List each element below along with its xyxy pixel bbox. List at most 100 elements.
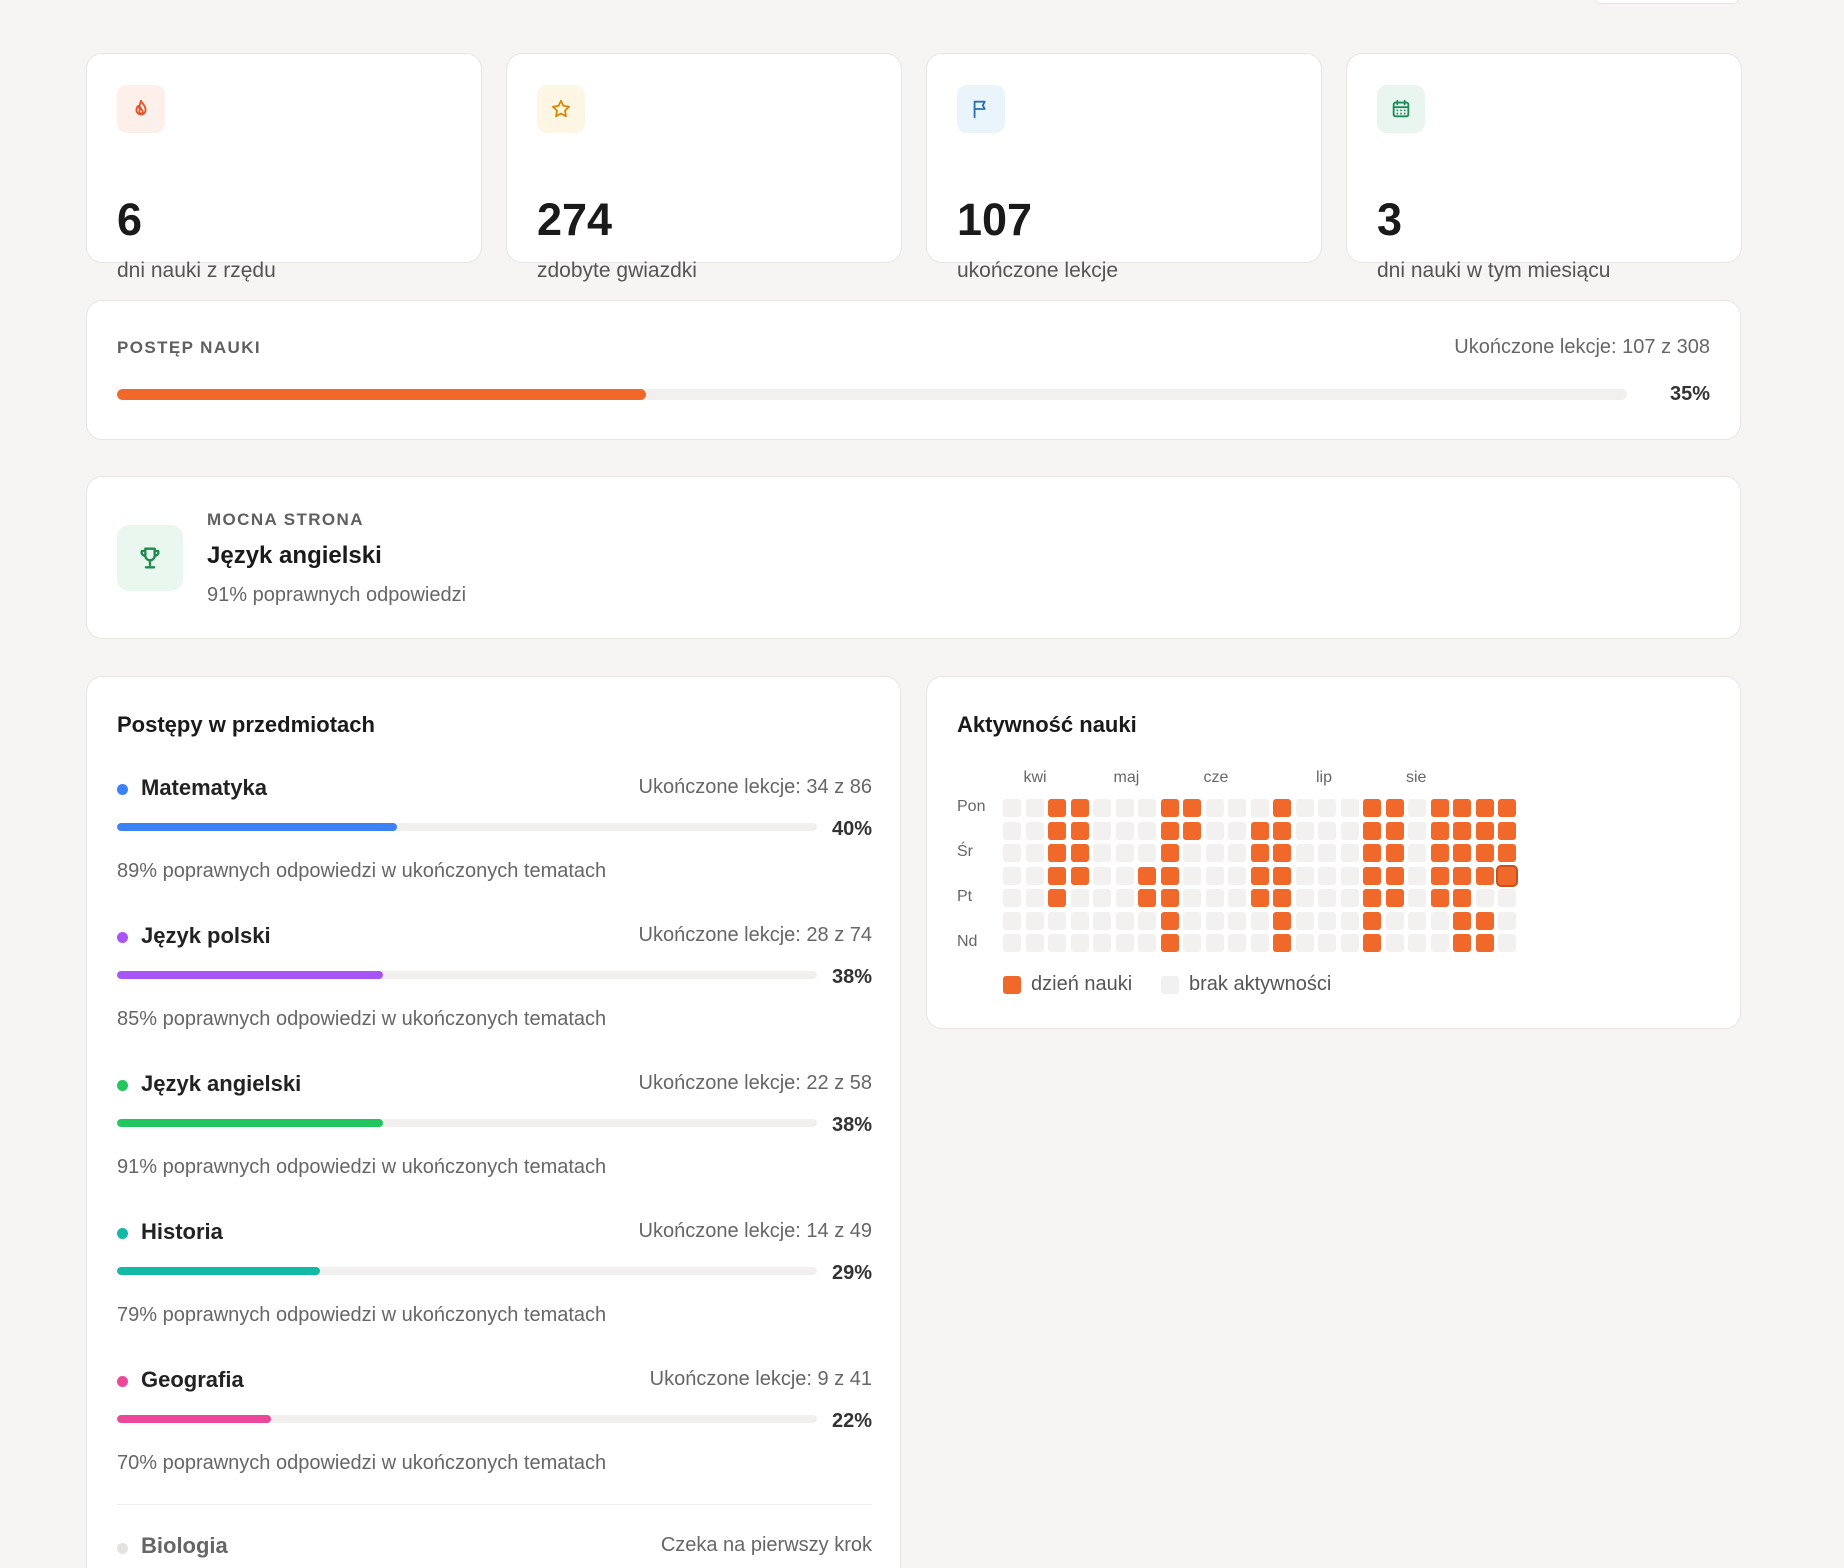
activity-cell-empty[interactable]	[1093, 866, 1111, 885]
activity-cell-active[interactable]	[1430, 844, 1449, 862]
activity-cell-empty[interactable]	[1340, 844, 1359, 862]
activity-cell-empty[interactable]	[1340, 866, 1359, 885]
activity-cell-active[interactable]	[1273, 866, 1291, 885]
activity-cell-active[interactable]	[1183, 799, 1201, 817]
activity-cell-empty[interactable]	[1408, 844, 1426, 862]
activity-cell-empty[interactable]	[1025, 821, 1044, 840]
activity-cell-empty[interactable]	[1318, 799, 1336, 817]
activity-cell-empty[interactable]	[1115, 799, 1134, 817]
activity-cell-empty[interactable]	[1093, 821, 1111, 840]
activity-cell-empty[interactable]	[1183, 889, 1201, 907]
activity-cell-active[interactable]	[1048, 821, 1066, 840]
activity-cell-active[interactable]	[1048, 799, 1066, 817]
activity-cell-empty[interactable]	[1115, 889, 1134, 907]
activity-cell-empty[interactable]	[1115, 821, 1134, 840]
activity-cell-empty[interactable]	[1205, 799, 1224, 817]
activity-cell-empty[interactable]	[1408, 866, 1426, 885]
activity-cell-active[interactable]	[1160, 821, 1179, 840]
activity-cell-empty[interactable]	[1228, 821, 1246, 840]
activity-cell-active[interactable]	[1048, 866, 1066, 885]
activity-cell-empty[interactable]	[1115, 844, 1134, 862]
activity-cell-empty[interactable]	[1295, 799, 1314, 817]
activity-cell-empty[interactable]	[1295, 844, 1314, 862]
activity-cell-active[interactable]	[1430, 866, 1449, 885]
activity-cell-empty[interactable]	[1115, 934, 1134, 952]
activity-cell-empty[interactable]	[1340, 889, 1359, 907]
subject-row[interactable]: Historia Ukończone lekcje: 14 z 49 29% 7…	[117, 1214, 872, 1362]
activity-cell-empty[interactable]	[1228, 844, 1246, 862]
activity-cell-empty[interactable]	[1025, 799, 1044, 817]
activity-cell-active[interactable]	[1385, 844, 1404, 862]
activity-cell-empty[interactable]	[1295, 911, 1314, 930]
activity-cell-empty[interactable]	[1318, 911, 1336, 930]
activity-cell-active[interactable]	[1183, 821, 1201, 840]
activity-cell-empty[interactable]	[1003, 821, 1021, 840]
activity-cell-empty[interactable]	[1003, 911, 1021, 930]
activity-cell-empty[interactable]	[1205, 934, 1224, 952]
activity-cell-active[interactable]	[1048, 889, 1066, 907]
activity-cell-empty[interactable]	[1250, 934, 1269, 952]
activity-cell-empty[interactable]	[1003, 934, 1021, 952]
activity-cell-empty[interactable]	[1318, 934, 1336, 952]
activity-cell-empty[interactable]	[1408, 799, 1426, 817]
activity-cell-active[interactable]	[1160, 799, 1179, 817]
activity-cell-active[interactable]	[1453, 799, 1471, 817]
activity-cell-empty[interactable]	[1070, 934, 1089, 952]
activity-cell-empty[interactable]	[1048, 934, 1066, 952]
activity-cell-empty[interactable]	[1385, 911, 1404, 930]
top-menu-button[interactable]	[1594, 0, 1740, 4]
activity-cell-active[interactable]	[1273, 889, 1291, 907]
activity-cell-empty[interactable]	[1138, 821, 1156, 840]
activity-cell-empty[interactable]	[1340, 821, 1359, 840]
activity-cell-empty[interactable]	[1003, 889, 1021, 907]
activity-cell-empty[interactable]	[1295, 934, 1314, 952]
activity-cell-empty[interactable]	[1475, 889, 1494, 907]
activity-cell-empty[interactable]	[1003, 844, 1021, 862]
activity-cell-empty[interactable]	[1070, 911, 1089, 930]
activity-cell-empty[interactable]	[1205, 911, 1224, 930]
subject-row[interactable]: Matematyka Ukończone lekcje: 34 z 86 40%…	[117, 770, 872, 918]
activity-cell-active[interactable]	[1453, 889, 1471, 907]
activity-cell-active[interactable]	[1363, 821, 1381, 840]
activity-cell-active[interactable]	[1453, 911, 1471, 930]
activity-cell-empty[interactable]	[1138, 844, 1156, 862]
activity-cell-empty[interactable]	[1340, 934, 1359, 952]
activity-cell-empty[interactable]	[1228, 911, 1246, 930]
activity-cell-empty[interactable]	[1430, 934, 1449, 952]
activity-cell-empty[interactable]	[1295, 866, 1314, 885]
activity-cell-active[interactable]	[1160, 911, 1179, 930]
activity-cell-empty[interactable]	[1025, 866, 1044, 885]
activity-cell-empty[interactable]	[1003, 799, 1021, 817]
activity-cell-empty[interactable]	[1205, 821, 1224, 840]
activity-cell-empty[interactable]	[1183, 911, 1201, 930]
activity-cell-empty[interactable]	[1385, 934, 1404, 952]
activity-cell-empty[interactable]	[1093, 934, 1111, 952]
activity-cell-empty[interactable]	[1048, 911, 1066, 930]
activity-cell-active[interactable]	[1475, 934, 1494, 952]
activity-cell-empty[interactable]	[1205, 889, 1224, 907]
activity-cell-empty[interactable]	[1003, 866, 1021, 885]
activity-cell-active[interactable]	[1475, 911, 1494, 930]
activity-cell-empty[interactable]	[1183, 934, 1201, 952]
activity-cell-active[interactable]	[1430, 889, 1449, 907]
activity-cell-active[interactable]	[1160, 889, 1179, 907]
activity-cell-active[interactable]	[1430, 799, 1449, 817]
activity-cell-active[interactable]	[1250, 866, 1269, 885]
activity-cell-empty[interactable]	[1205, 844, 1224, 862]
activity-cell-active[interactable]	[1160, 844, 1179, 862]
activity-cell-active[interactable]	[1273, 844, 1291, 862]
activity-cell-active[interactable]	[1453, 821, 1471, 840]
activity-cell-empty[interactable]	[1318, 821, 1336, 840]
activity-cell-empty[interactable]	[1228, 799, 1246, 817]
activity-cell-empty[interactable]	[1498, 889, 1516, 907]
activity-cell-empty[interactable]	[1340, 799, 1359, 817]
activity-cell-empty[interactable]	[1025, 911, 1044, 930]
activity-cell-active[interactable]	[1475, 799, 1494, 817]
activity-cell-active[interactable]	[1070, 821, 1089, 840]
activity-cell-active[interactable]	[1138, 889, 1156, 907]
activity-cell-active[interactable]	[1453, 934, 1471, 952]
activity-cell-active[interactable]	[1363, 911, 1381, 930]
activity-cell-empty[interactable]	[1138, 934, 1156, 952]
activity-cell-empty[interactable]	[1430, 911, 1449, 930]
activity-cell-empty[interactable]	[1408, 934, 1426, 952]
